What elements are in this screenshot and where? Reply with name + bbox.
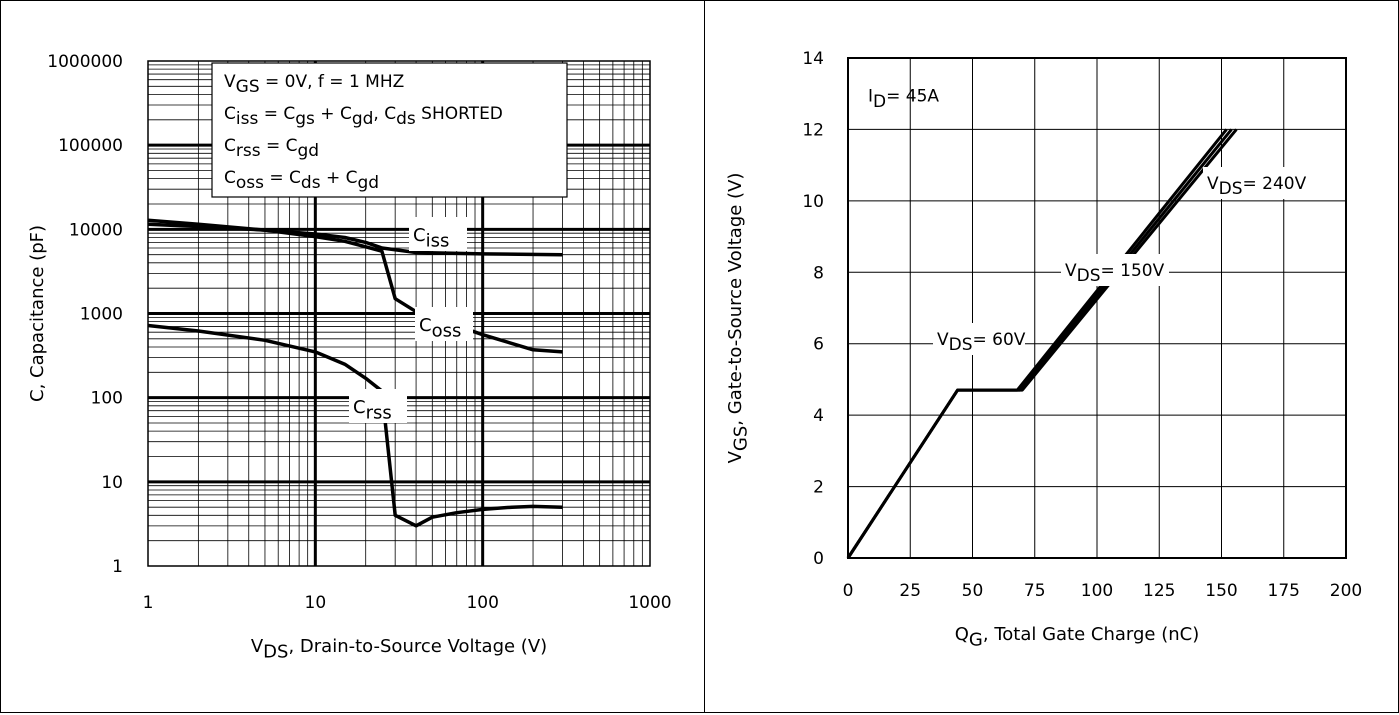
x-tick-label: 0 xyxy=(843,581,854,601)
y-tick-label: 4 xyxy=(813,406,824,426)
x-tick-label: 100 xyxy=(1081,581,1113,601)
condition-line-4: Coss = Cds + Cgd xyxy=(224,168,379,193)
y-tick-label: 100 xyxy=(91,389,123,409)
x-tick-label: 1000 xyxy=(628,593,671,613)
series-label-2: VDS= 150V xyxy=(1065,261,1165,286)
x-tick-label: 150 xyxy=(1205,581,1237,601)
x-tick-label: 1 xyxy=(143,593,154,613)
y-tick-label: 10000 xyxy=(69,220,123,240)
y-tick-label: 8 xyxy=(813,263,824,283)
x-tick-label: 125 xyxy=(1143,581,1175,601)
x-axis-label: QG, Total Gate Charge (nC) xyxy=(955,624,1200,650)
series-label-crss: Crss xyxy=(353,397,392,423)
x-tick-label: 10 xyxy=(305,593,327,613)
x-tick-label: 100 xyxy=(466,593,498,613)
x-tick-label: 25 xyxy=(899,581,921,601)
y-tick-label: 2 xyxy=(813,478,824,498)
series-label-coss: Coss xyxy=(419,315,461,341)
condition-line-2: Ciss = Cgs + Cgd, Cds SHORTED xyxy=(224,104,503,129)
series-label-bg xyxy=(1061,254,1169,286)
x-axis-label: VDS, Drain-to-Source Voltage (V) xyxy=(251,636,547,662)
x-tick-label: 175 xyxy=(1268,581,1300,601)
series-label-ciss: Ciss xyxy=(413,225,449,251)
condition-label: ID= 45A xyxy=(868,87,939,112)
x-tick-label: 200 xyxy=(1330,581,1362,601)
gate-charge-chart-panel: 0 25 50 75 100 125 150 175 200 0 2 4 6 8 10 12 14 QG, Tot… xyxy=(704,0,1399,713)
x-tick-label: 50 xyxy=(962,581,984,601)
y-tick-label: 0 xyxy=(813,549,824,569)
series-label-bg xyxy=(933,323,1025,355)
y-axis-label: VGS, Gate-to-Source Voltage (V) xyxy=(725,173,751,464)
condition-line-1: VGS = 0V, f = 1 MHZ xyxy=(224,72,404,97)
series-crss-line xyxy=(147,323,563,528)
series-label-bg xyxy=(415,307,473,341)
y-tick-label: 1000 xyxy=(80,305,123,325)
condition-box xyxy=(211,62,568,198)
y-tick-label: 100000 xyxy=(58,136,123,156)
series-label-1: VDS= 60V xyxy=(937,330,1026,355)
y-tick-label: 14 xyxy=(802,49,824,69)
y-tick-label: 12 xyxy=(802,120,824,140)
condition-line-3: Crss = Cgd xyxy=(224,136,319,161)
capacitance-chart-panel: 1 10 100 1000 10000 100000 1000000 1 10 100 1000 VD… xyxy=(0,0,705,713)
series-label-bg xyxy=(1203,167,1311,199)
series-label-bg xyxy=(349,389,407,423)
y-tick-label: 10 xyxy=(802,192,824,212)
y-tick-label: 1 xyxy=(112,557,123,577)
series-coss-line xyxy=(147,218,563,354)
capacitance-chart: 1 10 100 1000 10000 100000 1000000 1 10 100 1000 VD… xyxy=(27,52,672,662)
y-tick-label: 1000000 xyxy=(47,52,123,72)
y-axis-label: C, Capacitance (pF) xyxy=(27,225,48,402)
gate-charge-chart: 0 25 50 75 100 125 150 175 200 0 2 4 6 8 10 12 14 QG, Tot… xyxy=(725,49,1362,650)
series-label-bg xyxy=(409,217,467,251)
y-tick-label: 10 xyxy=(101,473,123,493)
x-tick-label: 75 xyxy=(1024,581,1046,601)
y-tick-label: 6 xyxy=(813,335,824,355)
series-label-3: VDS= 240V xyxy=(1207,174,1307,199)
